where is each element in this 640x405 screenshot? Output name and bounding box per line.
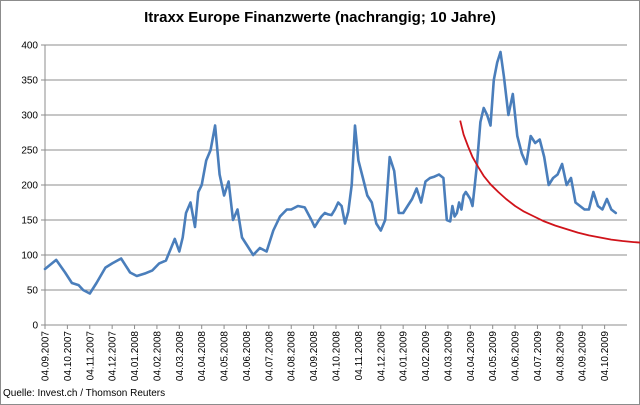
x-tick-label: 04.02.2008 (152, 331, 163, 381)
x-tick-label: 04.08.2009 (555, 331, 566, 381)
y-tick-label: 350 (21, 76, 38, 87)
x-tick-label: 04.07.2009 (533, 331, 544, 381)
axes-layer (41, 44, 627, 329)
y-tick-label: 250 (21, 146, 38, 157)
trend-curve-annotation-0 (459, 120, 640, 244)
x-tick-label: 04.03.2009 (443, 331, 454, 381)
x-tick-label: 04.07.2008 (264, 331, 275, 381)
x-tick-label: 04.10.2008 (332, 331, 343, 381)
x-tick-label: 04.01.2008 (130, 331, 141, 381)
x-tick-label: 04.03.2008 (175, 331, 186, 381)
y-tick-label: 0 (32, 321, 38, 332)
y-tick-labels: 0 50 100 150 200 250 300 350 400 (21, 41, 38, 332)
y-tick-label: 300 (21, 111, 38, 122)
chart-title: Itraxx Europe Finanzwerte (nachrangig; 1… (144, 9, 496, 26)
x-tick-label: 04.01.2009 (399, 331, 410, 381)
x-tick-label: 04.12.2007 (108, 331, 119, 381)
y-tick-label: 400 (21, 41, 38, 52)
x-tick-label: 04.12.2008 (376, 331, 387, 381)
x-tick-label: 04.02.2009 (421, 331, 432, 381)
x-tick-label: 04.04.2009 (466, 331, 477, 381)
y-tick-label: 100 (21, 251, 38, 262)
grid-layer (45, 44, 627, 291)
x-tick-labels: 04.09.2007 04.10.2007 04.11.2007 04.12.2007… (41, 331, 612, 381)
y-tick-label: 150 (21, 216, 38, 227)
x-tick-label: 04.04.2008 (197, 331, 208, 381)
x-tick-label: 04.11.2008 (354, 331, 365, 381)
x-tick-label: 04.09.2008 (309, 331, 320, 381)
x-tick-label: 04.05.2009 (488, 331, 499, 381)
x-tick-label: 04.10.2009 (600, 331, 611, 381)
x-tick-label: 04.06.2008 (242, 331, 253, 381)
x-tick-label: 04.10.2007 (63, 331, 74, 381)
x-tick-label: 04.09.2007 (41, 331, 52, 381)
x-tick-label: 04.06.2009 (511, 331, 522, 381)
annotation-layer (459, 120, 640, 244)
x-tick-label: 04.11.2007 (85, 331, 96, 381)
series-layer (43, 50, 618, 295)
x-tick-label: 04.08.2008 (287, 331, 298, 381)
y-tick-label: 50 (27, 286, 39, 297)
x-tick-label: 04.09.2009 (578, 331, 589, 381)
series-line-0 (43, 50, 618, 295)
source-note: Quelle: Invest.ch / Thomson Reuters (3, 388, 166, 399)
y-tick-label: 200 (21, 181, 38, 192)
x-tick-label: 04.05.2008 (220, 331, 231, 381)
